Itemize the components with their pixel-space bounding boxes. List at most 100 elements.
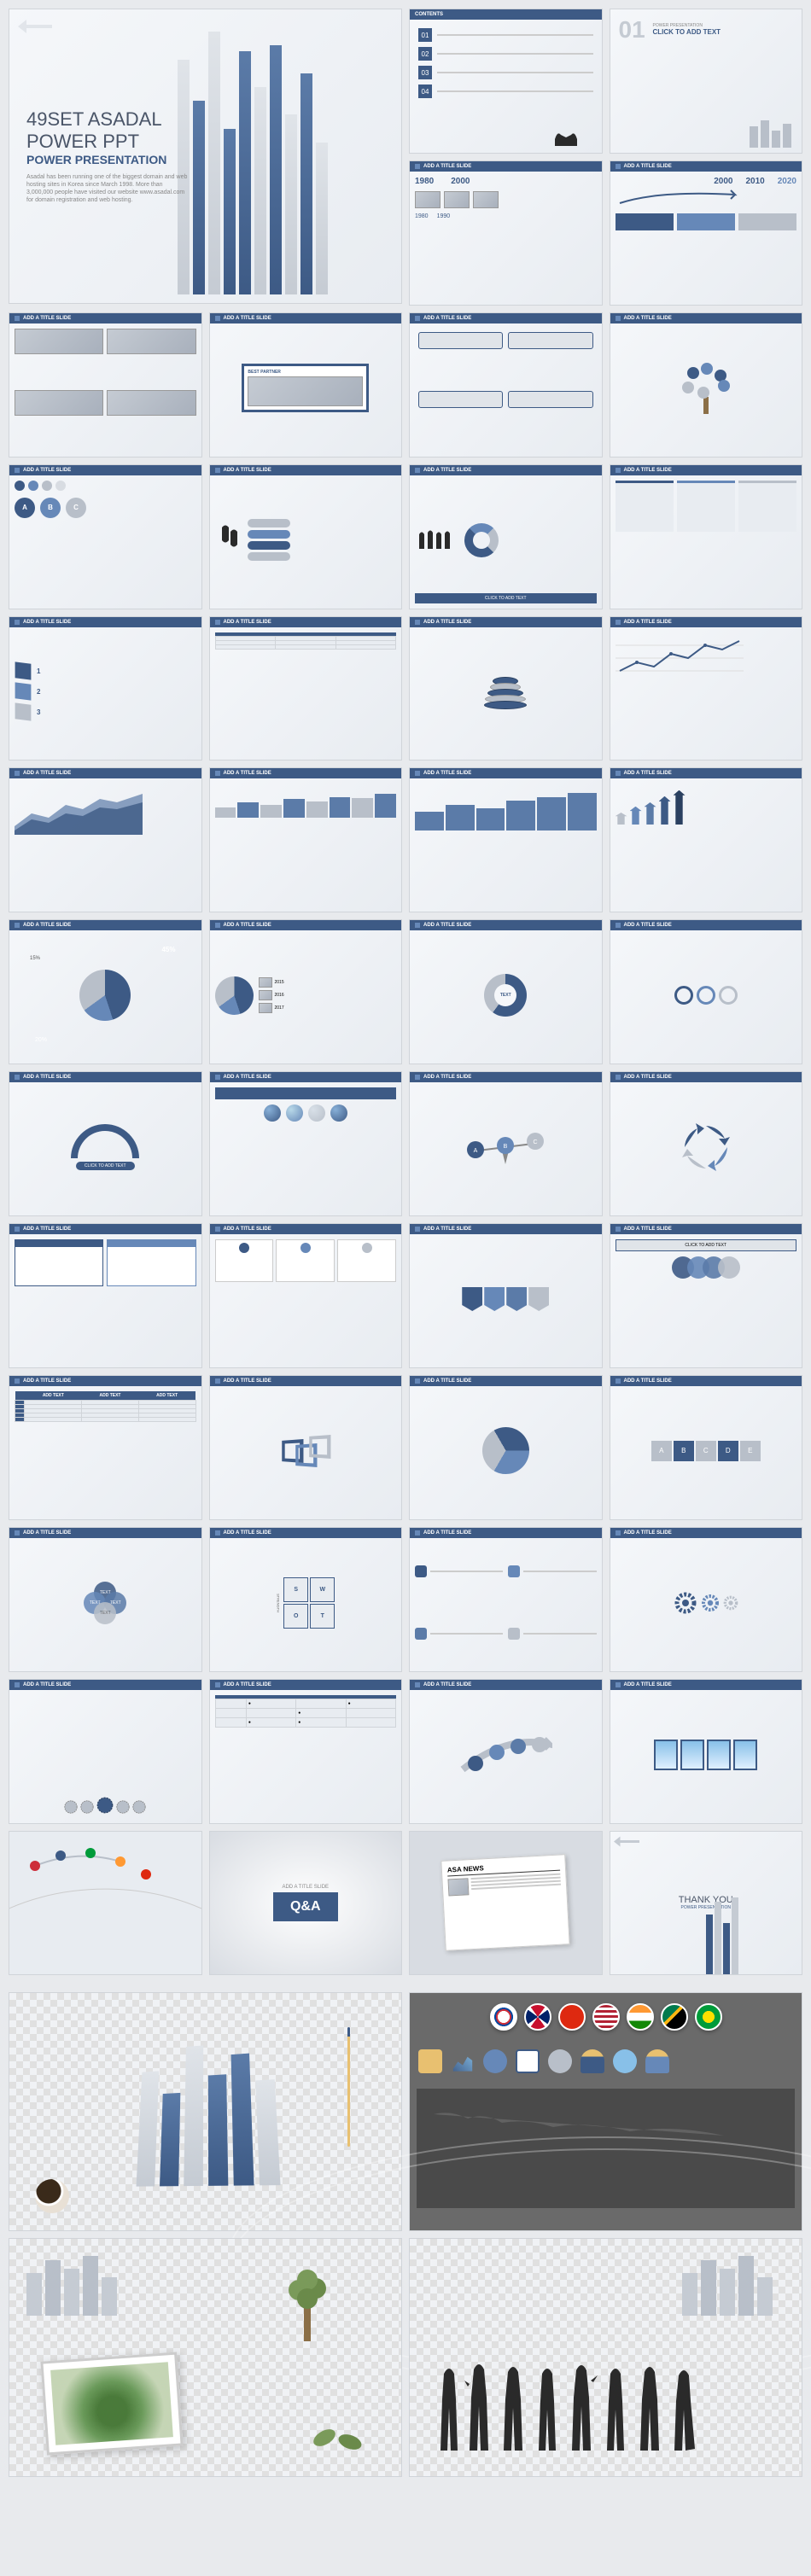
- pie-label: 15%: [30, 956, 40, 961]
- puzzle-piece: B: [674, 1441, 694, 1461]
- arc-label: CLICK TO ADD TEXT: [76, 1162, 135, 1170]
- panel-box: [107, 1239, 195, 1286]
- card: [337, 1239, 396, 1282]
- slide-title: ADD A TITLE SLIDE: [423, 1378, 471, 1384]
- box-frame: [309, 1435, 330, 1459]
- text-box: [418, 332, 503, 349]
- dot-icon: [55, 481, 66, 491]
- info-box: [616, 213, 674, 230]
- slide-title: ADD A TITLE SLIDE: [423, 923, 471, 928]
- slide-title: ADD A TITLE SLIDE: [624, 1530, 672, 1536]
- thankyou-slide: THANK YOU POWER PRESENTATION: [610, 1831, 803, 1976]
- oval-item: [248, 552, 290, 561]
- column-box: [738, 481, 796, 532]
- area-chart-slide: ADD A TITLE SLIDE: [9, 767, 202, 912]
- puzzle-row: A B C D E: [651, 1441, 761, 1461]
- pentagon-slide: ADD A TITLE SLIDE: [409, 1223, 603, 1368]
- cog-icon: [96, 1796, 114, 1815]
- pie-label: 45%: [161, 946, 175, 953]
- area-chart: [15, 784, 196, 835]
- donut-chart: [464, 523, 499, 557]
- svg-text:B: B: [504, 1144, 508, 1150]
- puzzle-piece: E: [740, 1441, 761, 1461]
- column-box: [616, 481, 674, 532]
- slide-title: ADD A TITLE SLIDE: [23, 468, 71, 473]
- content-icon: 03: [418, 66, 432, 79]
- year-label: 1980: [415, 213, 429, 219]
- slide-title: ADD A TITLE SLIDE: [624, 1378, 672, 1384]
- content-icon: 01: [418, 28, 432, 42]
- earth-hands-image: [50, 2363, 173, 2445]
- info-box: [738, 213, 796, 230]
- photo-thumb: [15, 390, 103, 416]
- slide-title: ADD A TITLE SLIDE: [423, 1530, 471, 1536]
- two-panel-slide: ADD A TITLE SLIDE: [9, 1223, 202, 1368]
- gear-icon: [722, 1594, 739, 1611]
- photo-thumb: [415, 191, 441, 208]
- donut-text-slide: ADD A TITLE SLIDE TEXT: [409, 919, 603, 1064]
- slide-title: ADD A TITLE SLIDE: [23, 620, 71, 625]
- flag-usa-icon: [592, 2003, 620, 2031]
- cog-row-slide: ADD A TITLE SLIDE: [9, 1679, 202, 1824]
- chart-up-icon: [451, 2049, 475, 2073]
- frame-image: [248, 376, 363, 406]
- number-1-icon: [483, 2049, 507, 2073]
- step-cube: [15, 662, 32, 680]
- swot-slide: ADD A TITLE SLIDE STRENGTH SW OT: [209, 1527, 403, 1672]
- newspaper: ASA NEWS: [441, 1855, 570, 1952]
- cog-icon: [79, 1799, 95, 1815]
- screens-slide: ADD A TITLE SLIDE: [610, 1679, 803, 1824]
- mini-icon: [415, 1628, 427, 1640]
- curved-arrow-slide: ADD A TITLE SLIDE: [409, 1679, 603, 1824]
- flag-row: [410, 1993, 802, 2041]
- coffee-cup-icon: [35, 2179, 69, 2213]
- icons-text-slide: ADD A TITLE SLIDE: [409, 1527, 603, 1672]
- bar-chart: [415, 784, 597, 830]
- year-label: 1980: [415, 177, 434, 186]
- slide-title: ADD A TITLE SLIDE: [224, 1227, 271, 1232]
- slide-title: ADD A TITLE SLIDE: [624, 468, 672, 473]
- section-number: 01: [619, 16, 645, 44]
- node-c: C: [66, 498, 86, 518]
- screen-panel: [707, 1740, 731, 1770]
- mini-icon: [508, 1628, 520, 1640]
- city-skyline-icon: [18, 2247, 137, 2316]
- pie-chart-slide: ADD A TITLE SLIDE 45% 20% 15%: [9, 919, 202, 1064]
- venn-circle: [718, 1256, 740, 1279]
- cog-icon: [131, 1799, 147, 1815]
- pie-list-slide: ADD A TITLE SLIDE 2015 2016 2017: [209, 919, 403, 1064]
- gear-icon: [700, 1593, 721, 1613]
- footer-bar: CLICK TO ADD TEXT: [415, 593, 597, 603]
- segment-pie-slide: ADD A TITLE SLIDE: [409, 1375, 603, 1520]
- pie-chart: [215, 976, 254, 1015]
- flag-southafrica-icon: [661, 2003, 688, 2031]
- info-box: [677, 213, 735, 230]
- venn-circle: TEXT: [94, 1602, 116, 1624]
- flag-korea-icon: [490, 2003, 517, 2031]
- people-silhouette: [215, 519, 241, 562]
- slide-title: ADD A TITLE SLIDE: [23, 1378, 71, 1384]
- puzzle-piece: A: [651, 1441, 672, 1461]
- mini-icon: [508, 1565, 520, 1577]
- avatar-male-icon: [581, 2049, 604, 2073]
- slide-title: ADD A TITLE SLIDE: [23, 771, 71, 776]
- line-chart: [616, 632, 797, 684]
- screen-panel: [654, 1740, 678, 1770]
- slide-title: ADD A TITLE SLIDE: [624, 1075, 672, 1080]
- matrix-table: ●● ● ●●: [215, 1695, 397, 1728]
- photo-grid-slide: ADD A TITLE SLIDE: [9, 312, 202, 458]
- city-skyline-icon: [674, 2247, 793, 2316]
- step-cube: [15, 703, 32, 721]
- icon-grid: [410, 2041, 802, 2082]
- screen-panel: [733, 1740, 757, 1770]
- donut-people-slide: ADD A TITLE SLIDE CLICK TO ADD TEXT: [409, 464, 603, 609]
- slide-title: ADD A TITLE SLIDE: [224, 620, 271, 625]
- table-compare-slide: ADD A TITLE SLIDE: [209, 616, 403, 761]
- slide-title: ADD A TITLE SLIDE: [224, 1530, 271, 1536]
- photo-thumb: [107, 329, 195, 354]
- spheres-slide: ADD A TITLE SLIDE: [209, 1071, 403, 1216]
- slide-title: ADD A TITLE SLIDE: [23, 1227, 71, 1232]
- slide-title: ADD A TITLE SLIDE: [224, 468, 271, 473]
- flag-brazil-icon: [695, 2003, 722, 2031]
- slide-title: ADD A TITLE SLIDE: [224, 923, 271, 928]
